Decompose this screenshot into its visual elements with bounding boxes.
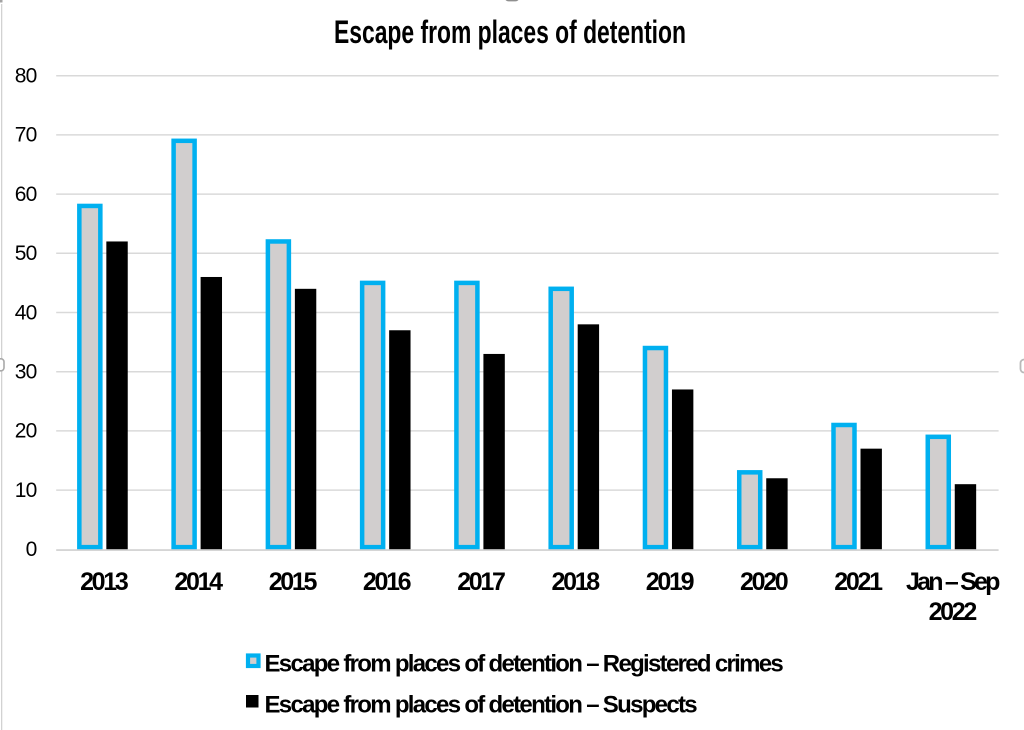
svg-text:Jan – Sep: Jan – Sep: [906, 568, 1000, 596]
svg-text:70: 70: [15, 124, 37, 147]
svg-text:2022: 2022: [929, 598, 977, 626]
svg-text:80: 80: [15, 65, 37, 88]
svg-text:Escape from places of detentio: Escape from places of detention – Suspec…: [265, 692, 698, 719]
svg-text:0: 0: [26, 538, 37, 561]
svg-text:2017: 2017: [457, 568, 505, 596]
svg-text:Escape from places of detentio: Escape from places of detention – Regist…: [265, 651, 784, 678]
svg-text:2013: 2013: [80, 568, 128, 596]
svg-text:30: 30: [15, 361, 37, 384]
svg-text:2014: 2014: [174, 568, 223, 596]
svg-text:2016: 2016: [363, 568, 411, 596]
svg-text:Escape from places of detentio: Escape from places of detention: [334, 14, 686, 50]
svg-text:10: 10: [15, 479, 37, 502]
svg-text:2018: 2018: [551, 568, 600, 596]
svg-text:40: 40: [15, 301, 37, 324]
svg-text:2015: 2015: [269, 568, 318, 596]
svg-text:2021: 2021: [834, 568, 883, 596]
svg-text:2020: 2020: [740, 568, 788, 596]
svg-text:20: 20: [15, 420, 37, 443]
svg-text:2019: 2019: [646, 568, 694, 596]
svg-text:50: 50: [15, 242, 37, 265]
svg-text:60: 60: [15, 183, 37, 206]
